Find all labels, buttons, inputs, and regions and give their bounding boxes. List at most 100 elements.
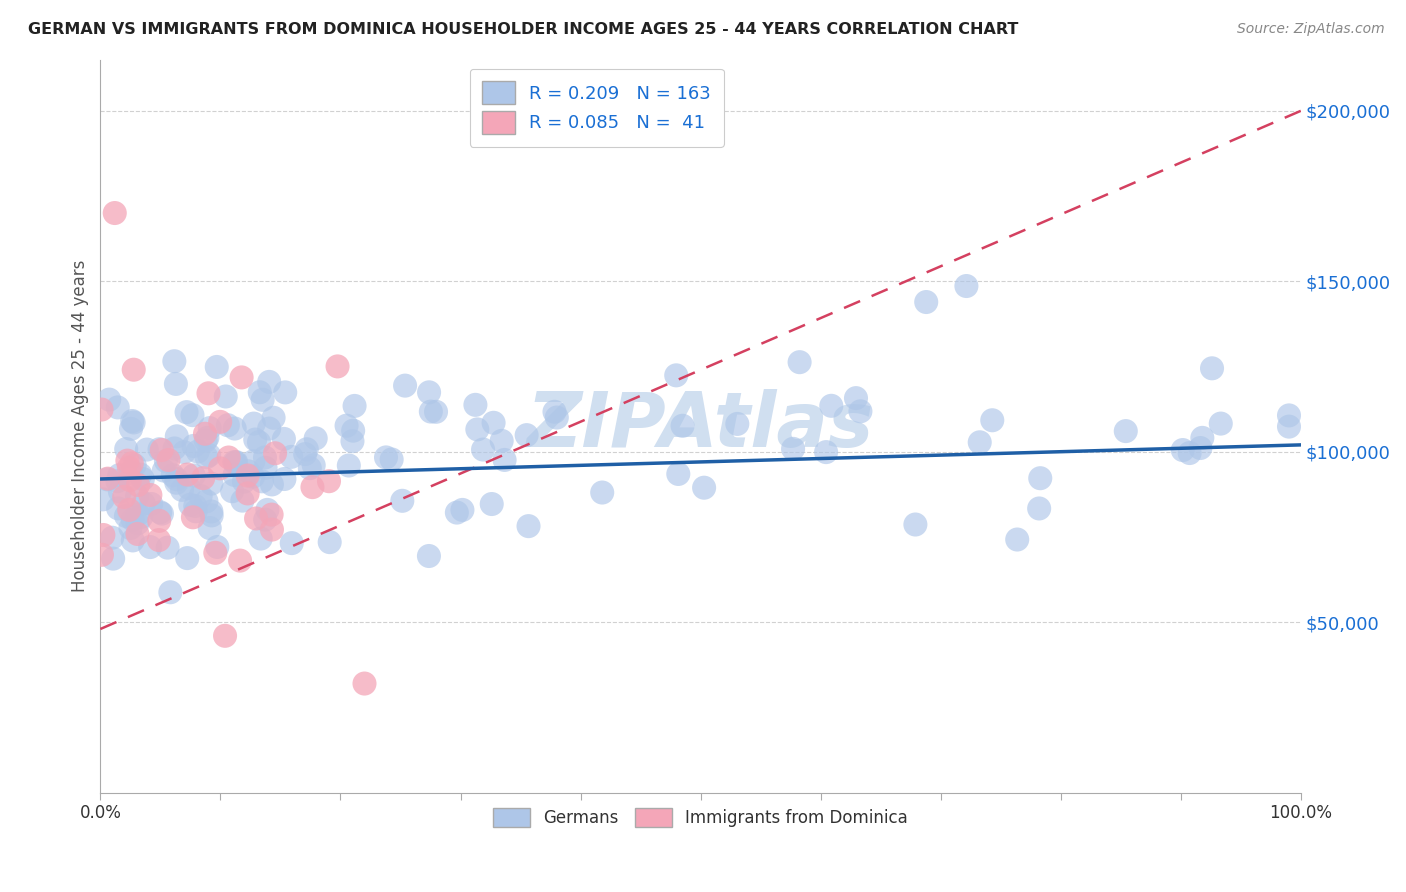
Point	[381, 452, 404, 467]
Point	[148, 533, 170, 547]
Point	[224, 421, 246, 435]
Point	[107, 501, 129, 516]
Point	[90, 402, 112, 417]
Point	[236, 468, 259, 483]
Point	[249, 532, 271, 546]
Point	[693, 481, 716, 495]
Point	[198, 521, 221, 535]
Point	[232, 475, 254, 489]
Point	[132, 496, 155, 510]
Point	[981, 413, 1004, 427]
Point	[121, 414, 143, 428]
Point	[120, 466, 142, 480]
Point	[198, 421, 221, 435]
Point	[127, 508, 149, 522]
Point	[131, 510, 153, 524]
Point	[118, 503, 141, 517]
Point	[170, 483, 193, 497]
Point	[517, 519, 540, 533]
Point	[221, 484, 243, 499]
Point	[217, 418, 239, 433]
Point	[104, 206, 127, 220]
Point	[163, 442, 186, 456]
Point	[491, 434, 513, 448]
Point	[224, 467, 246, 482]
Point	[273, 472, 295, 486]
Point	[1191, 431, 1213, 445]
Point	[181, 408, 204, 422]
Point	[263, 410, 285, 425]
Point	[425, 405, 447, 419]
Point	[195, 450, 218, 465]
Point	[173, 445, 195, 459]
Point	[280, 450, 302, 464]
Point	[318, 474, 340, 488]
Point	[93, 528, 115, 542]
Point	[162, 468, 184, 483]
Point	[121, 456, 143, 470]
Point	[200, 476, 222, 491]
Point	[165, 376, 187, 391]
Point	[1278, 409, 1301, 423]
Point	[122, 416, 145, 430]
Point	[195, 431, 218, 445]
Point	[194, 426, 217, 441]
Point	[229, 553, 252, 567]
Point	[1209, 417, 1232, 431]
Point	[249, 385, 271, 400]
Point	[665, 368, 688, 383]
Point	[108, 484, 131, 499]
Point	[224, 455, 246, 469]
Point	[101, 551, 124, 566]
Point	[671, 418, 693, 433]
Point	[165, 475, 187, 490]
Point	[183, 468, 205, 483]
Point	[394, 378, 416, 392]
Point	[101, 531, 124, 545]
Y-axis label: Householder Income Ages 25 - 44 years: Householder Income Ages 25 - 44 years	[72, 260, 89, 592]
Point	[725, 417, 748, 431]
Point	[242, 469, 264, 483]
Point	[254, 460, 277, 475]
Point	[294, 447, 316, 461]
Point	[337, 458, 360, 473]
Point	[149, 505, 172, 519]
Point	[236, 486, 259, 500]
Point	[124, 458, 146, 473]
Point	[242, 417, 264, 431]
Point	[245, 433, 267, 447]
Point	[148, 442, 170, 457]
Point	[375, 450, 398, 465]
Point	[96, 472, 118, 486]
Text: GERMAN VS IMMIGRANTS FROM DOMINICA HOUSEHOLDER INCOME AGES 25 - 44 YEARS CORRELA: GERMAN VS IMMIGRANTS FROM DOMINICA HOUSE…	[28, 22, 1018, 37]
Point	[245, 511, 267, 525]
Point	[591, 485, 613, 500]
Point	[156, 541, 179, 555]
Point	[155, 454, 177, 468]
Point	[193, 471, 215, 485]
Point	[183, 439, 205, 453]
Point	[208, 461, 231, 475]
Point	[135, 442, 157, 457]
Point	[252, 392, 274, 407]
Point	[115, 442, 138, 456]
Point	[482, 416, 505, 430]
Point	[117, 453, 139, 467]
Point	[205, 359, 228, 374]
Point	[200, 504, 222, 518]
Point	[969, 435, 991, 450]
Point	[153, 464, 176, 478]
Point	[326, 359, 349, 374]
Legend: Germans, Immigrants from Dominica: Germans, Immigrants from Dominica	[485, 800, 917, 836]
Point	[231, 370, 253, 384]
Point	[176, 551, 198, 566]
Point	[298, 461, 321, 475]
Point	[845, 391, 868, 405]
Point	[391, 493, 413, 508]
Point	[904, 517, 927, 532]
Point	[789, 355, 811, 369]
Point	[148, 514, 170, 528]
Point	[274, 385, 297, 400]
Point	[1178, 446, 1201, 460]
Point	[107, 474, 129, 488]
